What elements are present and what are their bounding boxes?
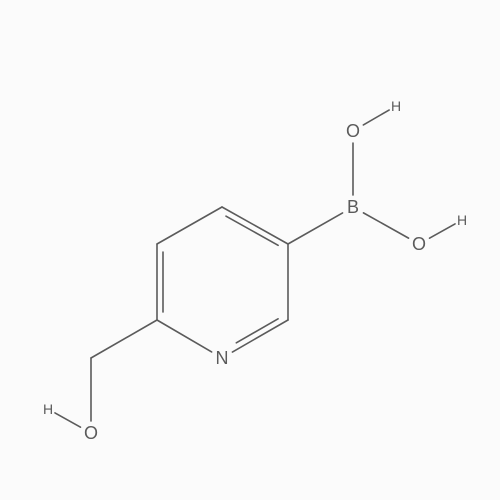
bond-line — [157, 207, 222, 244]
molecule-canvas: N B O H O H O H — [0, 0, 500, 500]
bond-line — [429, 224, 455, 238]
bond-line — [226, 216, 278, 245]
bond-line — [91, 320, 157, 358]
atom-label-n: N — [216, 349, 229, 367]
atom-label-o: O — [84, 424, 98, 442]
atom-label-h: H — [391, 99, 401, 113]
atom-label-o: O — [346, 122, 360, 140]
bond-line — [157, 320, 212, 352]
bond-line — [55, 413, 81, 427]
bond-line — [232, 320, 288, 352]
atom-label-h: H — [43, 402, 53, 416]
atom-label-o: O — [412, 235, 426, 253]
atom-label-h: H — [457, 213, 467, 227]
bond-line — [363, 213, 408, 238]
bond-line — [363, 110, 389, 125]
atom-label-b: B — [347, 198, 359, 216]
bond-line — [222, 207, 288, 244]
bond-line — [288, 213, 343, 244]
bond-line — [236, 319, 278, 343]
